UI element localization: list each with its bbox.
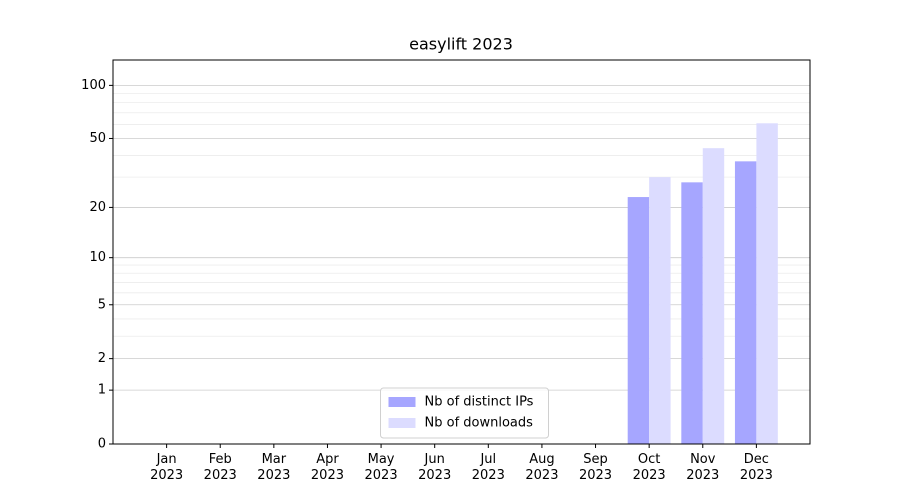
x-tick-label: Nov 2023 xyxy=(686,452,720,483)
legend-label: Nb of distinct IPs xyxy=(425,395,534,410)
y-tick-label: 5 xyxy=(98,297,106,312)
bar xyxy=(681,182,703,444)
x-tick-label: Jul 2023 xyxy=(471,452,505,483)
x-tick-label: Aug 2023 xyxy=(525,452,559,483)
x-tick-label: Feb 2023 xyxy=(203,452,237,483)
legend-box xyxy=(380,387,549,439)
y-tick-label: 10 xyxy=(89,250,106,265)
x-tick-label: Dec 2023 xyxy=(739,452,773,483)
legend-label: Nb of downloads xyxy=(425,416,534,431)
y-tick-label: 2 xyxy=(98,351,106,366)
y-tick-label: 100 xyxy=(81,78,106,93)
bar xyxy=(702,148,725,444)
x-tick-label: Jun 2023 xyxy=(418,452,452,483)
x-tick-label: Mar 2023 xyxy=(257,452,291,483)
x-tick-label: Oct 2023 xyxy=(632,452,666,483)
legend-swatch xyxy=(388,397,416,407)
x-tick-label: May 2023 xyxy=(364,452,398,483)
plot-frame xyxy=(112,59,811,445)
bar xyxy=(627,197,650,444)
chart-title: easylift 2023 xyxy=(409,35,513,54)
y-tick-label: 20 xyxy=(89,200,106,215)
x-tick-label: Jan 2023 xyxy=(150,452,184,483)
x-tick-label: Apr 2023 xyxy=(310,452,344,483)
bar xyxy=(649,177,671,444)
x-tick-label: Sep 2023 xyxy=(578,452,613,483)
bar xyxy=(734,161,757,445)
y-tick-label: 1 xyxy=(98,383,106,398)
bar xyxy=(756,123,778,444)
legend-swatch xyxy=(388,418,416,428)
y-tick-label: 0 xyxy=(98,437,106,452)
y-tick-label: 50 xyxy=(89,131,106,146)
